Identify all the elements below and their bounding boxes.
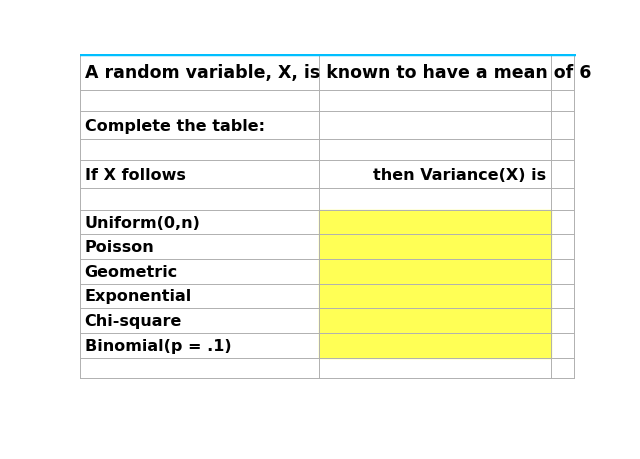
Text: Complete the table:: Complete the table: (84, 118, 265, 133)
Text: Chi-square: Chi-square (84, 313, 182, 328)
Text: Uniform(0,n): Uniform(0,n) (84, 215, 200, 230)
Text: If X follows: If X follows (84, 168, 186, 182)
Text: Poisson: Poisson (84, 240, 154, 255)
Text: Exponential: Exponential (84, 289, 192, 304)
Bar (319, 210, 551, 358)
Text: Geometric: Geometric (84, 264, 178, 279)
Text: Binomial(p = .1): Binomial(p = .1) (84, 338, 231, 353)
Text: A random variable, X, is known to have a mean of 6: A random variable, X, is known to have a… (84, 64, 591, 82)
Text: then Variance(X) is: then Variance(X) is (373, 168, 547, 182)
